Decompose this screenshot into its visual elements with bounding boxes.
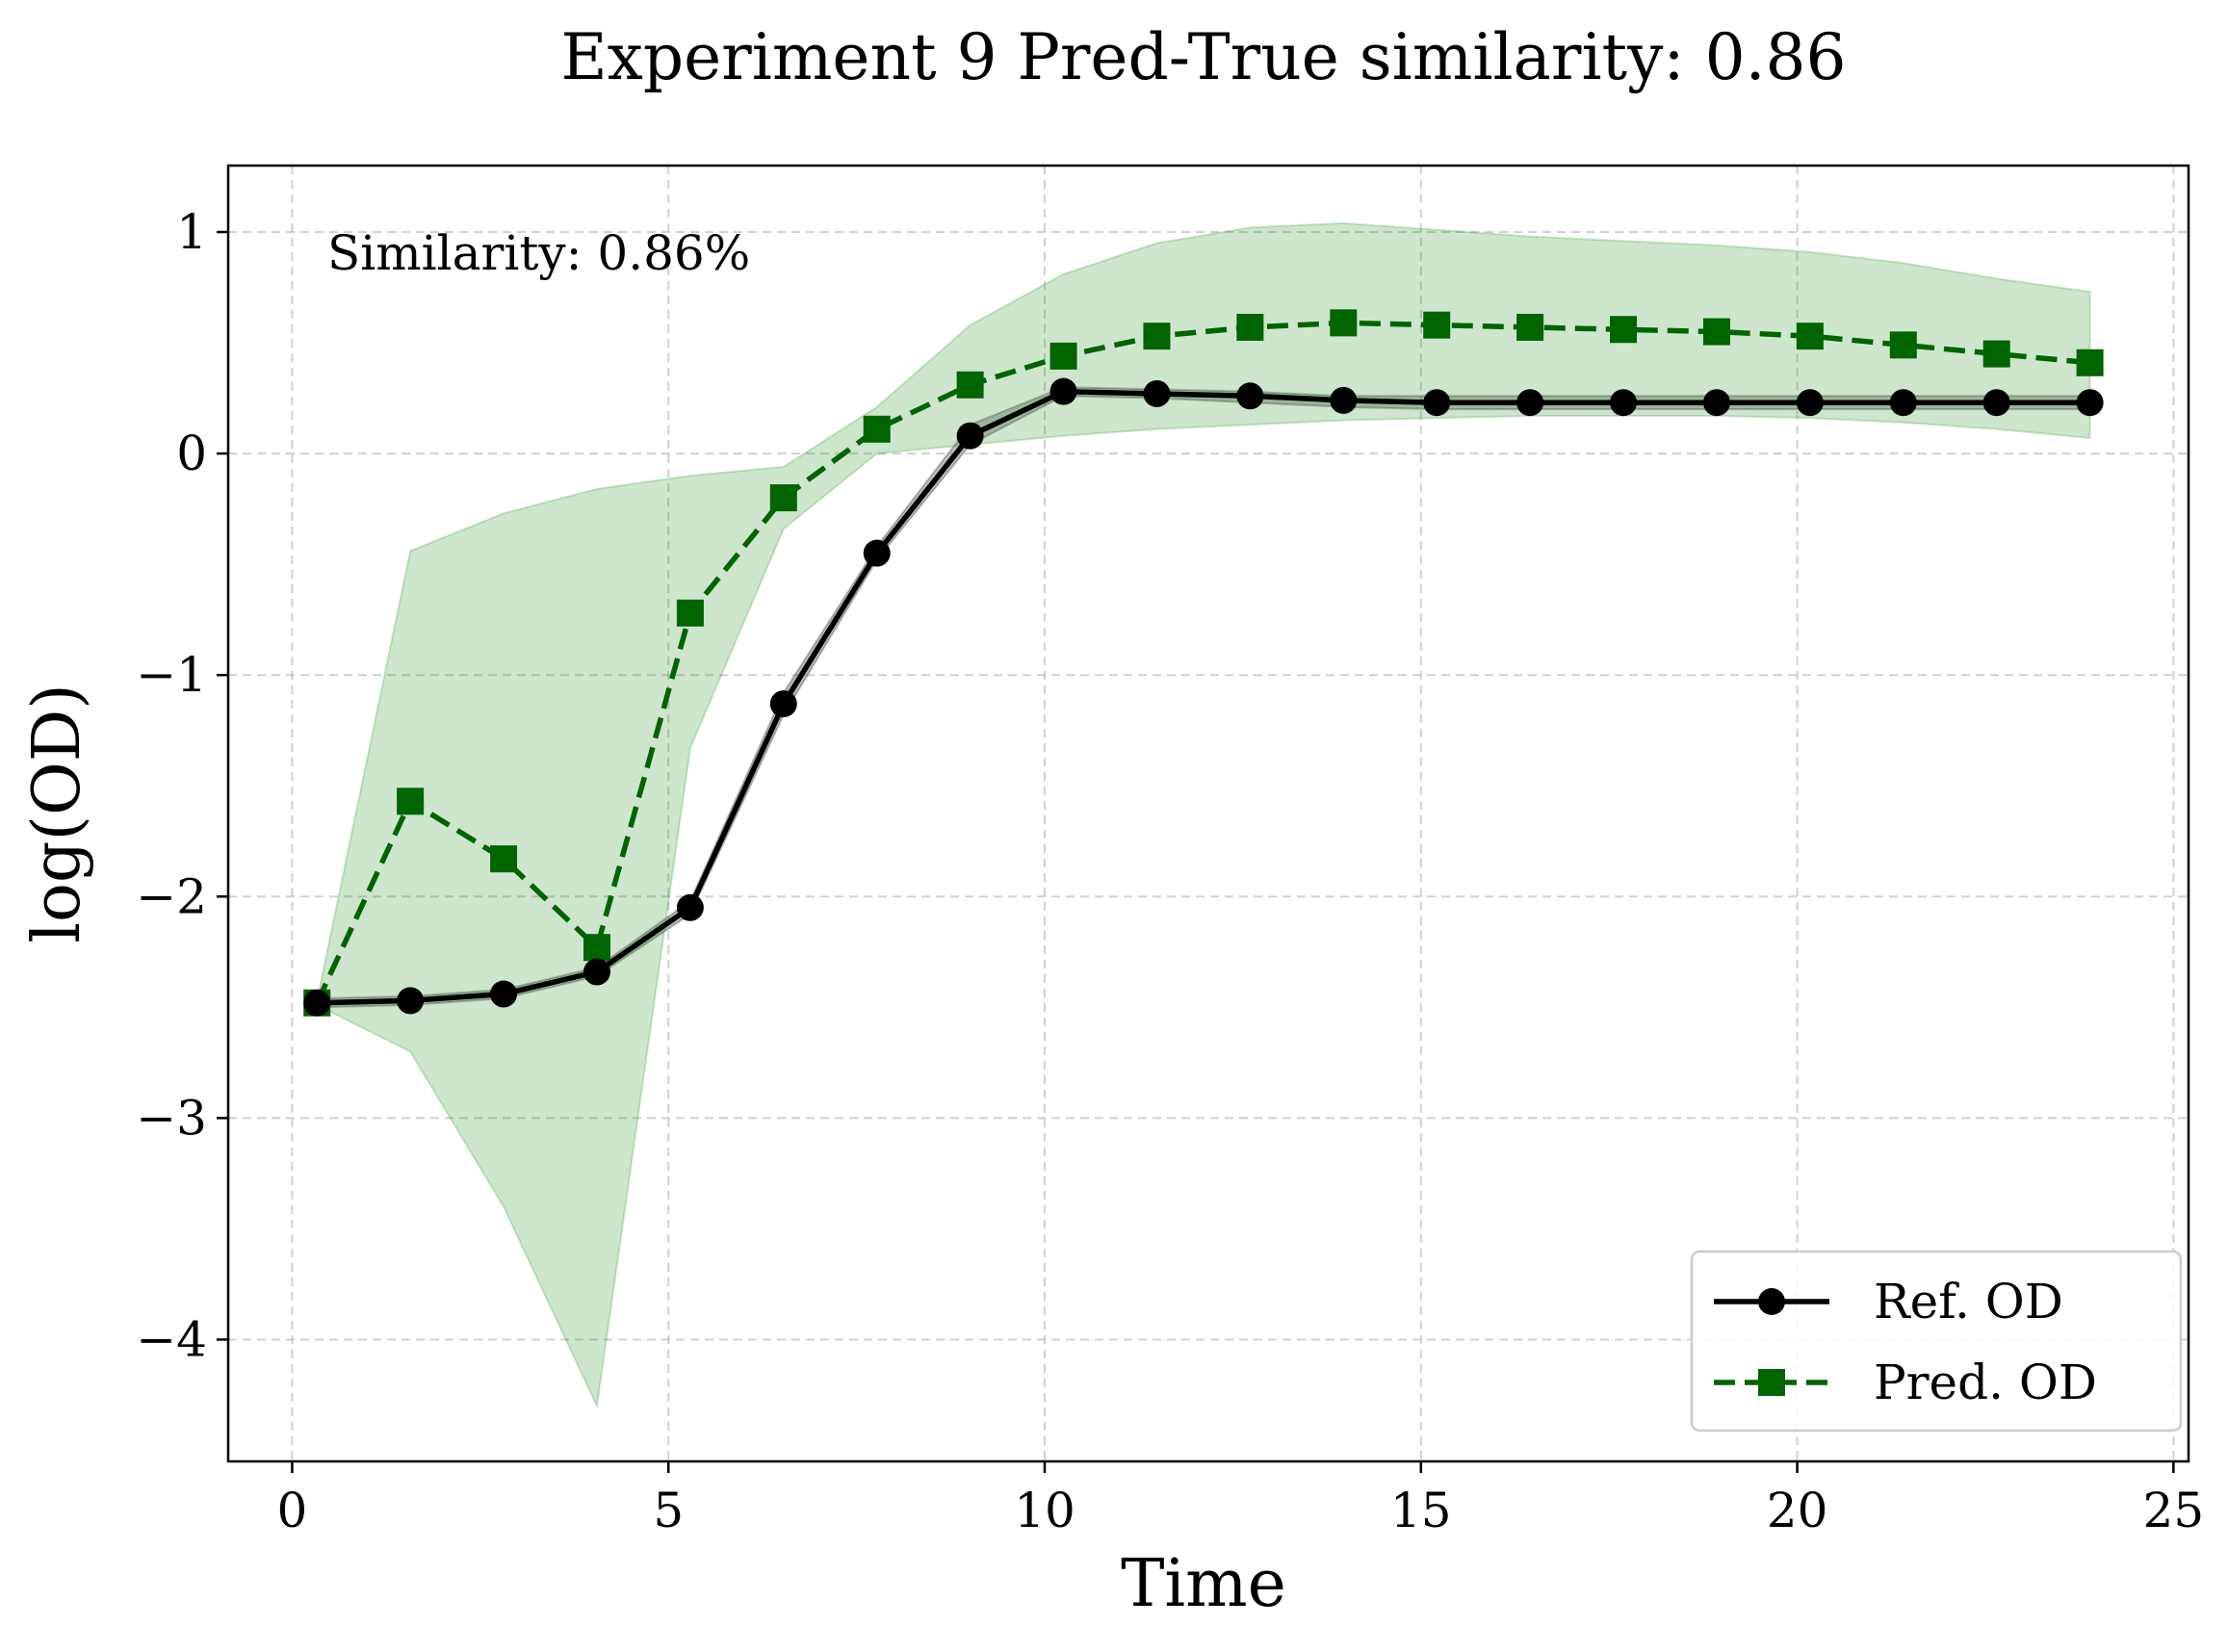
ref-point	[1982, 389, 2010, 417]
pred-point	[1330, 309, 1358, 337]
y-tick-label: −3	[136, 1090, 207, 1146]
ref-point	[1330, 386, 1358, 414]
x-axis-label: Time	[1121, 1546, 1286, 1622]
ref-point	[1889, 389, 1917, 417]
legend: Ref. OD Pred. OD	[1690, 1250, 2183, 1433]
pred-point	[769, 484, 797, 512]
y-axis-label: log(OD)	[19, 684, 95, 943]
x-tick-label: 5	[653, 1483, 684, 1538]
pred-point	[1610, 316, 1638, 344]
chart-title: Experiment 9 Pred-True similarity: 0.86	[560, 20, 1846, 94]
ref-point	[2076, 389, 2104, 417]
y-ticks: 1 0 −1 −2 −3 −4	[136, 204, 228, 1367]
ref-point	[769, 690, 797, 718]
ref-point	[583, 958, 610, 986]
x-tick-label: 25	[2143, 1483, 2205, 1538]
ref-point	[490, 980, 518, 1008]
ref-point	[1702, 389, 1730, 417]
ref-point	[397, 987, 425, 1015]
pred-point	[1049, 342, 1077, 370]
plot-frame	[226, 164, 2190, 1463]
y-tick-label: 0	[176, 426, 207, 481]
x-ticks: 0 5 10 15 20 25	[277, 1461, 2205, 1538]
x-tick-label: 15	[1390, 1483, 1452, 1538]
ref-point	[303, 989, 331, 1017]
similarity-annotation: Similarity: 0.86%	[327, 225, 750, 281]
pred-point	[676, 599, 704, 627]
pred-point	[1236, 313, 1264, 341]
legend-box	[1690, 1250, 2183, 1433]
series-line-ref	[317, 388, 2090, 1006]
y-tick-label: −1	[136, 647, 207, 703]
y-tick-label: −4	[136, 1311, 207, 1367]
band-pred	[316, 221, 2091, 1409]
x-tick-label: 10	[1014, 1483, 1075, 1538]
ref-point	[956, 422, 984, 450]
legend-marker	[1758, 1369, 1785, 1396]
pred-point	[1982, 340, 2010, 368]
pred-point	[956, 371, 984, 399]
ref-point	[1516, 389, 1544, 417]
y-tick-label: −2	[136, 868, 207, 924]
series-markers	[303, 309, 2104, 1017]
pred-point	[397, 787, 425, 815]
pred-point	[490, 845, 518, 873]
ref-point	[676, 893, 704, 921]
pred-point	[1143, 323, 1171, 350]
pred-point	[1516, 313, 1544, 341]
y-tick-label: 1	[176, 204, 207, 260]
pred-point	[863, 415, 891, 443]
pred-point	[1702, 318, 1730, 346]
pred-point	[583, 934, 610, 962]
ref-point	[1143, 379, 1171, 407]
ref-point	[1049, 377, 1077, 405]
ref-point	[1610, 389, 1638, 417]
x-tick-label: 20	[1767, 1483, 1828, 1538]
legend-marker	[1758, 1288, 1785, 1315]
legend-label: Pred. OD	[1874, 1355, 2097, 1410]
legend-label: Ref. OD	[1874, 1274, 2063, 1329]
pred-point	[1796, 323, 1824, 350]
series-lines	[314, 320, 2090, 1006]
pred-point	[2076, 348, 2104, 376]
pred-point	[1423, 311, 1451, 339]
ref-point	[863, 539, 891, 567]
ref-point	[1796, 389, 1824, 417]
series-line-pred	[314, 320, 2090, 1004]
ref-point	[1423, 389, 1451, 417]
ref-point	[1236, 382, 1264, 410]
x-tick-label: 0	[277, 1483, 308, 1538]
pred-point	[1889, 331, 1917, 359]
